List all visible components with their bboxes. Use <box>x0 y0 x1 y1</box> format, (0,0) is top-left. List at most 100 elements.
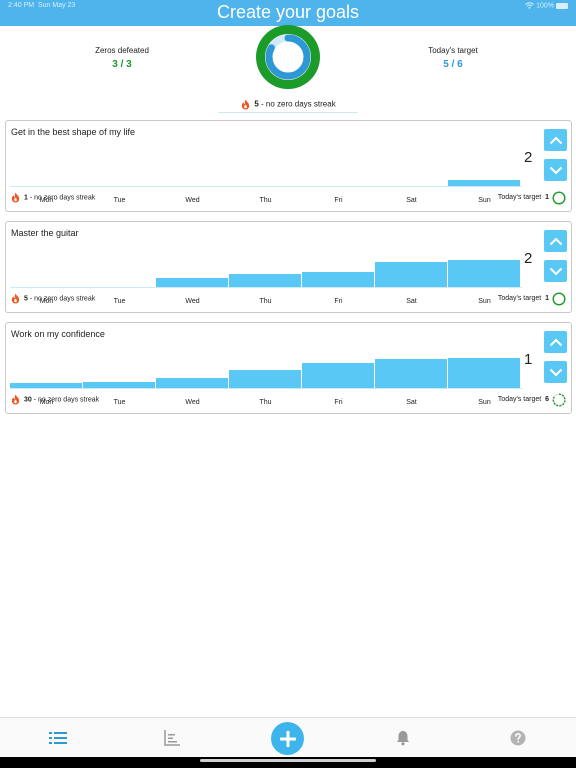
chart-bar-sat <box>375 359 447 389</box>
chart-baseline <box>10 186 522 187</box>
goal-title: Master the guitar <box>11 228 79 238</box>
goal-target: Today's target 1 <box>497 194 549 201</box>
flame-icon <box>11 293 20 304</box>
chart-bar-sun <box>448 260 520 288</box>
day-label: Wed <box>185 197 200 204</box>
home-bar <box>0 757 576 768</box>
plus-icon <box>279 730 296 747</box>
tab-goals[interactable] <box>48 728 68 748</box>
goal-card[interactable]: Get in the best shape of my life Mon Tue We… <box>5 120 572 212</box>
chevron-up-icon <box>549 136 562 144</box>
list-icon <box>49 732 67 744</box>
chart-bar-mon <box>10 383 82 389</box>
weekly-chart: Mon Tue Wed Thu Fri Sat Sun <box>10 242 522 305</box>
increment-button[interactable] <box>544 230 567 252</box>
battery-icon <box>556 2 568 9</box>
weekly-chart: Mon Tue Wed Thu Fri Sat Sun <box>10 343 522 406</box>
day-label: Fri <box>334 298 343 305</box>
day-label: Sun <box>478 197 491 204</box>
goal-card[interactable]: Work on my confidence Mon Tue Wed Thu Fri Sat S… <box>5 322 572 414</box>
home-indicator <box>200 759 376 762</box>
question-icon <box>510 730 526 746</box>
today-target-label: Today's target <box>428 46 478 55</box>
day-label: Mon <box>39 197 54 204</box>
day-label: Mon <box>39 298 54 305</box>
stats-icon <box>164 730 180 746</box>
day-label: Wed <box>185 399 200 406</box>
chevron-down-icon <box>549 166 562 174</box>
target-progress-icon <box>552 393 566 407</box>
chart-bar-fri <box>302 363 374 389</box>
day-label: Sun <box>478 399 491 406</box>
header: 2:40 PM Sun May 23 Create your goals 100… <box>0 0 576 26</box>
chart-bar-tue <box>83 382 155 389</box>
goal-title: Work on my confidence <box>11 329 105 339</box>
wifi-icon <box>525 2 535 9</box>
decrement-button[interactable] <box>544 260 567 282</box>
zeros-defeated-label: Zeros defeated <box>95 46 149 55</box>
target-complete-icon <box>552 292 566 306</box>
chevron-down-icon <box>549 368 562 376</box>
day-label: Wed <box>185 298 200 305</box>
add-goal-button[interactable] <box>271 722 304 755</box>
chevron-up-icon <box>549 338 562 346</box>
progress-ring <box>256 25 320 89</box>
summary-divider <box>218 112 358 113</box>
day-label: Sat <box>406 399 417 406</box>
chart-bar-sun <box>448 180 520 187</box>
day-label: Tue <box>113 197 126 204</box>
summary-section: Zeros defeated 3 / 3 Today's target 5 / … <box>0 25 576 116</box>
page-title: Create your goals <box>216 2 360 22</box>
main-streak: 5 - no zero days streak <box>0 99 576 110</box>
chart-bar-sat <box>375 262 447 288</box>
chevron-up-icon <box>549 237 562 245</box>
goal-count: 1 <box>524 351 533 368</box>
goal-count: 2 <box>524 149 533 166</box>
goal-target: Today's target 1 <box>497 295 549 302</box>
goal-streak: 1 - no zero days streak <box>10 192 95 203</box>
flame-icon <box>11 192 20 203</box>
chart-bar-wed <box>156 378 228 389</box>
chart-bar-sun <box>448 358 520 389</box>
decrement-button[interactable] <box>544 159 567 181</box>
day-label: Tue <box>113 399 126 406</box>
day-label: Fri <box>334 399 343 406</box>
tab-help[interactable] <box>508 728 528 748</box>
goal-count: 2 <box>524 250 533 267</box>
goal-streak: 5 - no zero days streak <box>10 293 95 304</box>
increment-button[interactable] <box>544 129 567 151</box>
tab-notifications[interactable] <box>393 728 413 748</box>
increment-button[interactable] <box>544 331 567 353</box>
weekly-chart: Mon Tue Wed Thu Fri Sat Sun <box>10 141 522 204</box>
chevron-down-icon <box>549 267 562 275</box>
chart-bar-wed <box>156 278 228 288</box>
flame-icon <box>242 99 250 110</box>
flame-icon <box>11 394 20 405</box>
status-battery: 100% <box>525 2 568 9</box>
goal-target: Today's target 6 <box>497 396 549 403</box>
status-time: 2:40 PM Sun May 23 <box>8 2 76 9</box>
chart-baseline <box>10 388 522 389</box>
day-label: Thu <box>259 298 272 305</box>
day-label: Fri <box>334 197 343 204</box>
goal-card[interactable]: Master the guitar Mon Tue Wed Thu Fri Sat Sun 2 5… <box>5 221 572 313</box>
day-label: Sat <box>406 298 417 305</box>
day-label: Tue <box>113 298 126 305</box>
day-label: Thu <box>259 197 272 204</box>
chart-bar-thu <box>229 370 301 389</box>
zeros-defeated-value: 3 / 3 <box>112 59 132 70</box>
today-target-value: 5 / 6 <box>443 59 463 70</box>
day-label: Mon <box>39 399 54 406</box>
decrement-button[interactable] <box>544 361 567 383</box>
chart-bar-fri <box>302 272 374 288</box>
tab-statistics[interactable] <box>162 728 182 748</box>
day-label: Thu <box>259 399 272 406</box>
day-label: Sun <box>478 298 491 305</box>
goal-streak: 30 - no zero days streak <box>10 394 99 405</box>
tab-bar <box>0 717 576 757</box>
chart-baseline <box>10 287 522 288</box>
bell-icon <box>397 731 409 746</box>
chart-bar-thu <box>229 274 301 288</box>
day-label: Sat <box>406 197 417 204</box>
target-complete-icon <box>552 191 566 205</box>
